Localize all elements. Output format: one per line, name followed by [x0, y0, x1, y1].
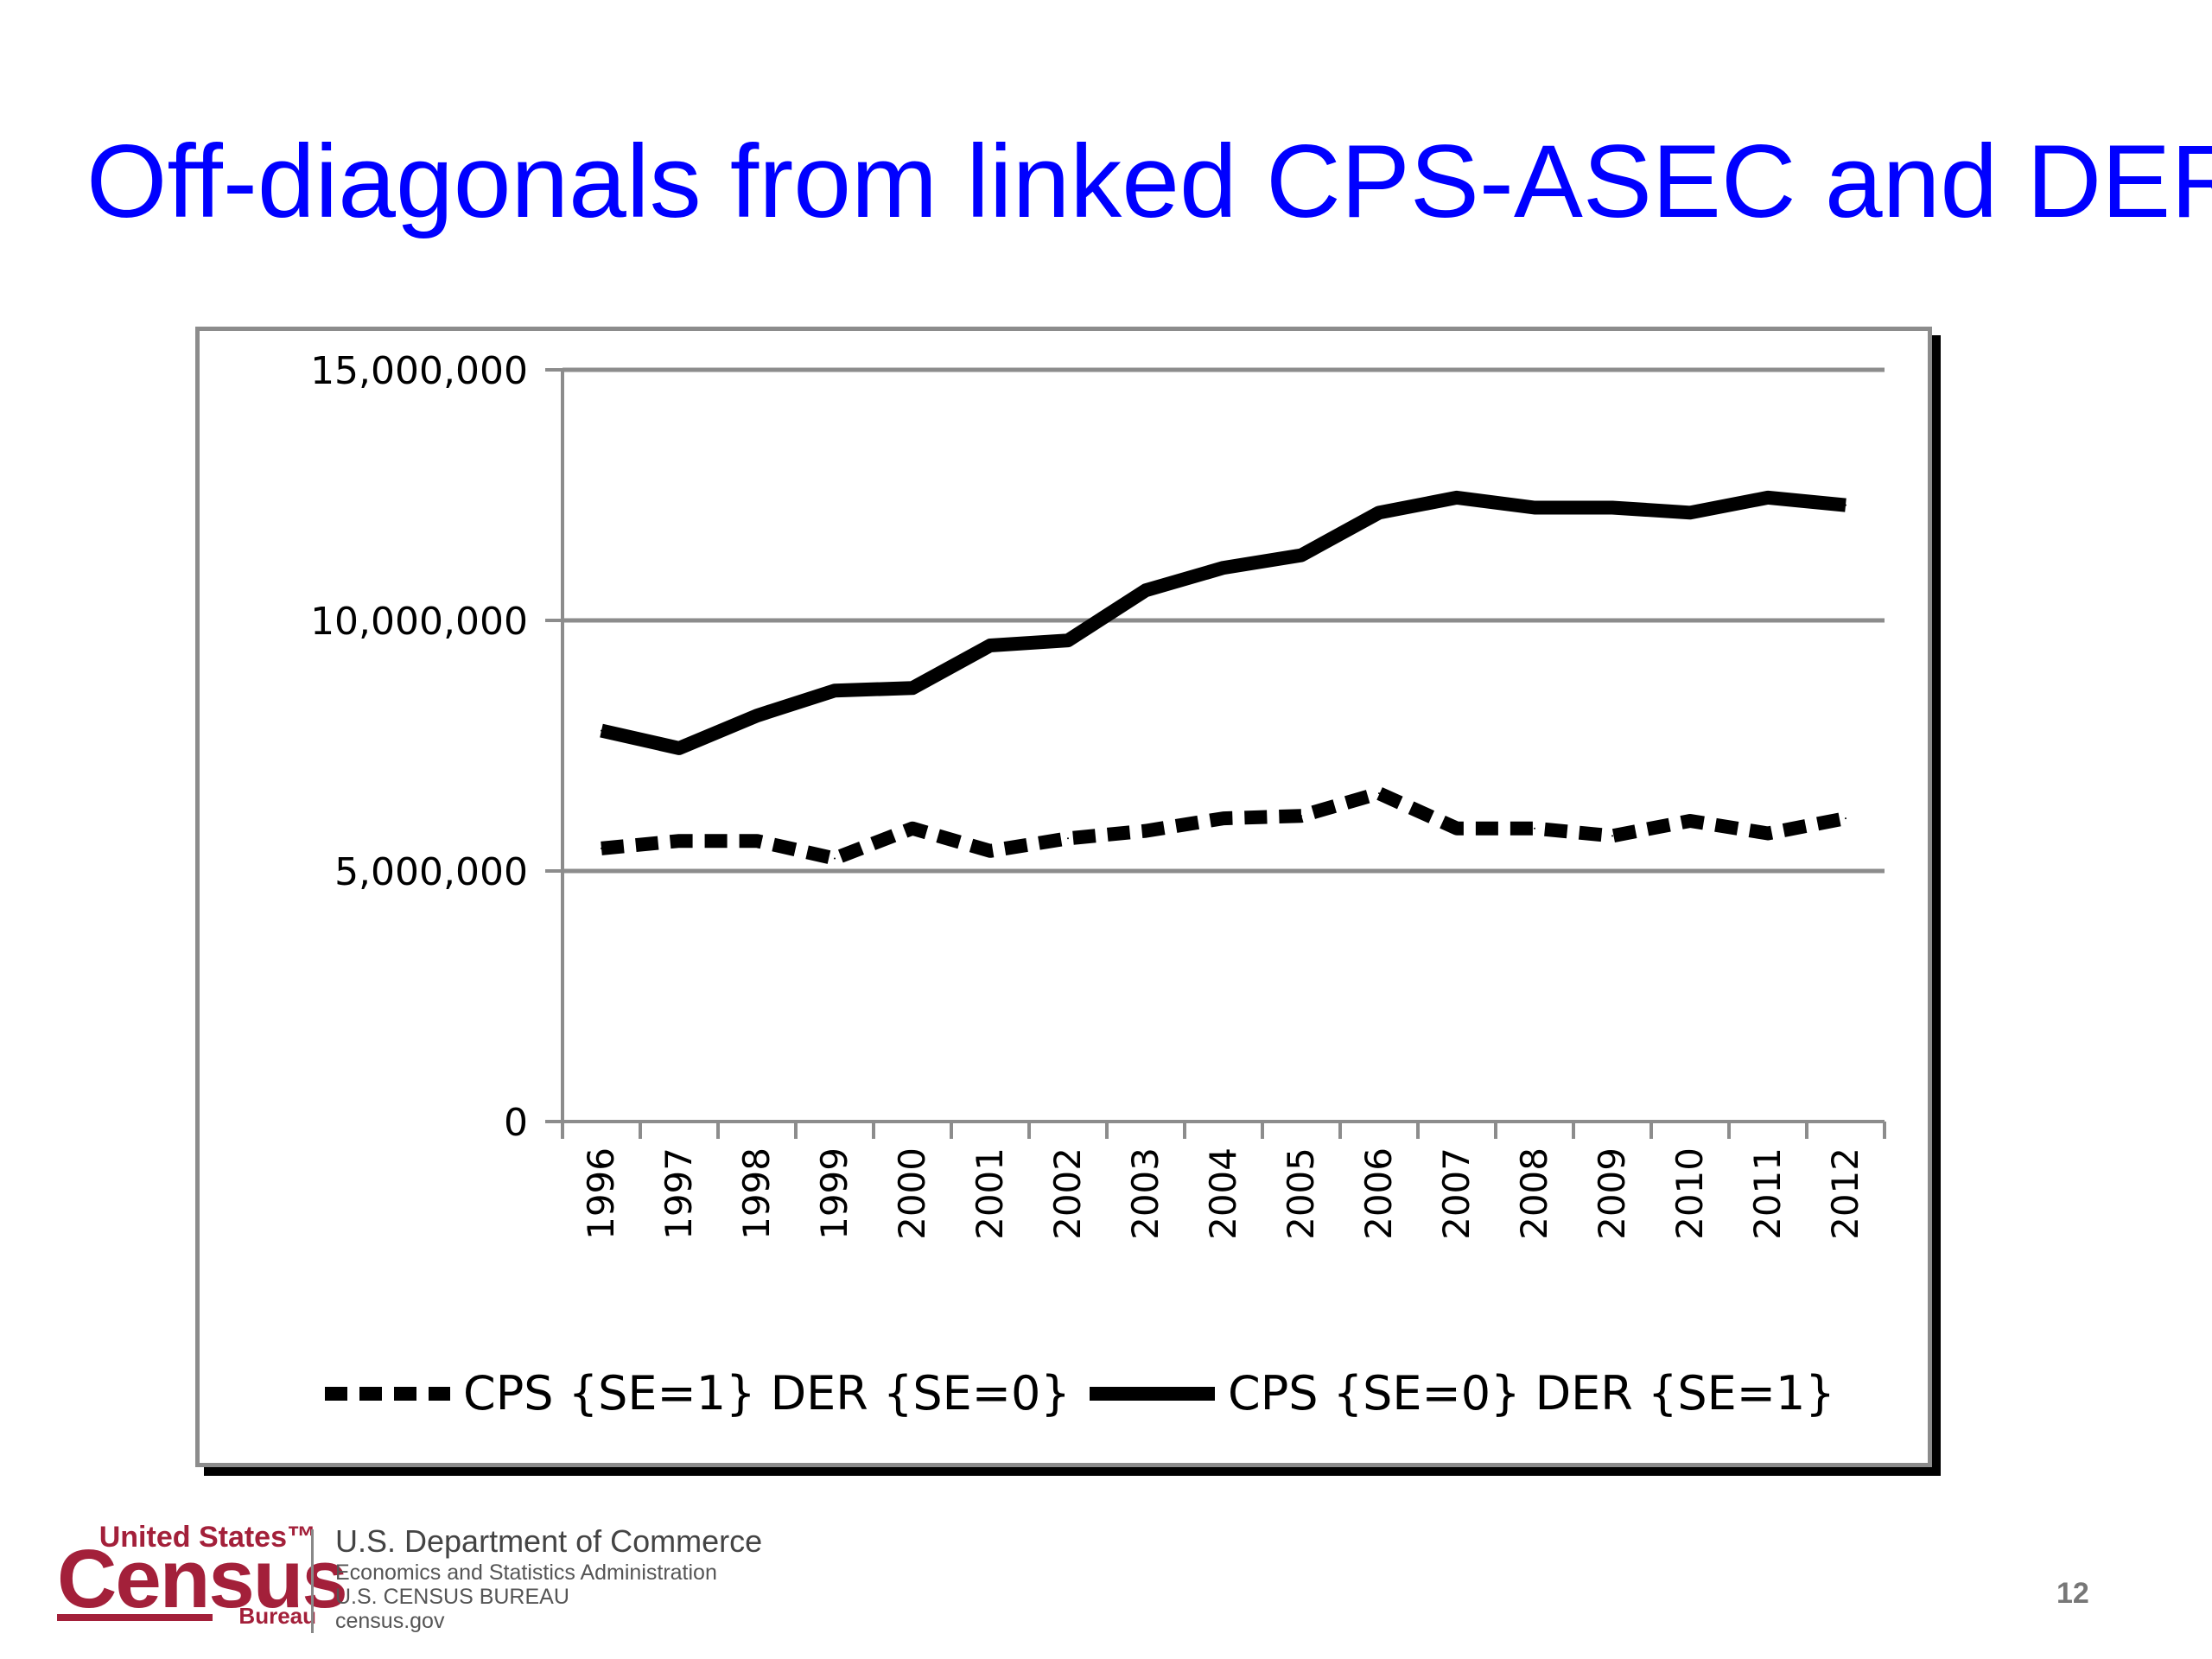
data-point — [1145, 830, 1147, 832]
x-tick-label: 2003 — [1124, 1147, 1166, 1240]
x-tick-label: 1997 — [658, 1147, 700, 1240]
data-point — [912, 827, 913, 830]
x-tick-label: 2008 — [1513, 1147, 1555, 1240]
series-line-2 — [600, 490, 1847, 755]
x-tick-label: 2009 — [1591, 1147, 1633, 1240]
y-tick-label: 0 — [504, 1101, 528, 1145]
x-tick-label: 1999 — [813, 1147, 855, 1240]
data-point — [834, 690, 836, 692]
data-point — [1300, 815, 1302, 817]
x-tick-label: 2004 — [1202, 1147, 1244, 1240]
data-point — [678, 840, 680, 842]
data-point — [1145, 589, 1147, 592]
data-point — [1689, 512, 1691, 514]
logo-united-states: United States™ — [99, 1521, 316, 1554]
data-point — [912, 687, 913, 690]
data-point — [756, 715, 758, 717]
data-point — [1223, 567, 1224, 569]
x-tick-label: 2011 — [1746, 1147, 1789, 1240]
data-point — [1767, 496, 1769, 499]
slide-title: Off-diagonals from linked CPS-ASEC and D… — [86, 124, 2212, 239]
footer-esa: Economics and Statistics Administration — [335, 1560, 717, 1585]
axis-layer: 0 5,000,000 10,000,000 15,000,000 1996 1997 19… — [310, 349, 1886, 1240]
logo-underline — [57, 1614, 213, 1621]
data-point — [1845, 817, 1847, 820]
data-point — [601, 729, 602, 732]
x-tick-label: 2007 — [1435, 1147, 1478, 1240]
x-tick-label: 1996 — [580, 1147, 622, 1240]
data-point — [1611, 835, 1613, 837]
x-tick-label: 2000 — [891, 1147, 933, 1240]
y-tick-label: 5,000,000 — [334, 850, 528, 894]
data-point — [1845, 504, 1847, 506]
legend-label-2: CPS {SE=0} DER {SE=1} — [1228, 1366, 1835, 1421]
census-logo: United States™ Census Bureau — [57, 1521, 348, 1633]
data-point — [1534, 506, 1535, 509]
data-point — [1689, 820, 1691, 822]
data-point — [1456, 496, 1458, 499]
grid-layer — [563, 367, 1885, 874]
data-point — [1067, 837, 1069, 840]
footer-agency-block: U.S. Department of Commerce Economics an… — [335, 1522, 762, 1633]
legend-label-1: CPS {SE=1} DER {SE=0} — [463, 1366, 1071, 1421]
page-number: 12 — [2056, 1577, 2089, 1610]
x-tick-label: 1998 — [735, 1147, 778, 1240]
footer-website: census.gov — [335, 1609, 445, 1633]
data-point — [1223, 817, 1224, 820]
data-point — [1534, 827, 1535, 830]
y-tick-label: 15,000,000 — [310, 349, 528, 393]
chart-frame: 0 5,000,000 10,000,000 15,000,000 1996 1997 19… — [195, 327, 1932, 1467]
footer-department: U.S. Department of Commerce — [335, 1523, 763, 1559]
data-point — [1067, 639, 1069, 642]
footer-divider — [311, 1529, 314, 1633]
data-point — [989, 849, 991, 852]
x-tick-label: 2012 — [1824, 1147, 1866, 1240]
data-point — [834, 857, 836, 860]
data-point — [1300, 554, 1302, 556]
series-line-1 — [601, 786, 1847, 866]
chart-legend: CPS {SE=1} DER {SE=0} CPS {SE=0} DER {SE=… — [325, 1366, 1835, 1421]
data-point — [601, 847, 602, 849]
x-tick-label: 2002 — [1046, 1147, 1089, 1240]
data-point — [1456, 827, 1458, 830]
logo-bureau: Bureau — [238, 1603, 316, 1629]
x-tick-label: 2005 — [1280, 1147, 1322, 1240]
logo-census: Census — [57, 1533, 348, 1625]
x-tick-label: 2006 — [1357, 1147, 1400, 1240]
y-tick-label: 10,000,000 — [310, 600, 528, 644]
footer-bureau: U.S. CENSUS BUREAU — [335, 1585, 569, 1609]
data-point — [678, 747, 680, 749]
data-point — [1378, 792, 1380, 795]
x-tick-label: 2001 — [969, 1147, 1011, 1240]
x-tick-label: 2010 — [1669, 1147, 1711, 1240]
data-point — [989, 645, 991, 646]
data-point — [756, 840, 758, 842]
data-point — [1611, 506, 1613, 509]
data-point — [1767, 832, 1769, 835]
data-point — [1378, 512, 1380, 514]
series-layer — [600, 490, 1847, 866]
line-chart: 0 5,000,000 10,000,000 15,000,000 1996 1997 19… — [310, 349, 1886, 1421]
